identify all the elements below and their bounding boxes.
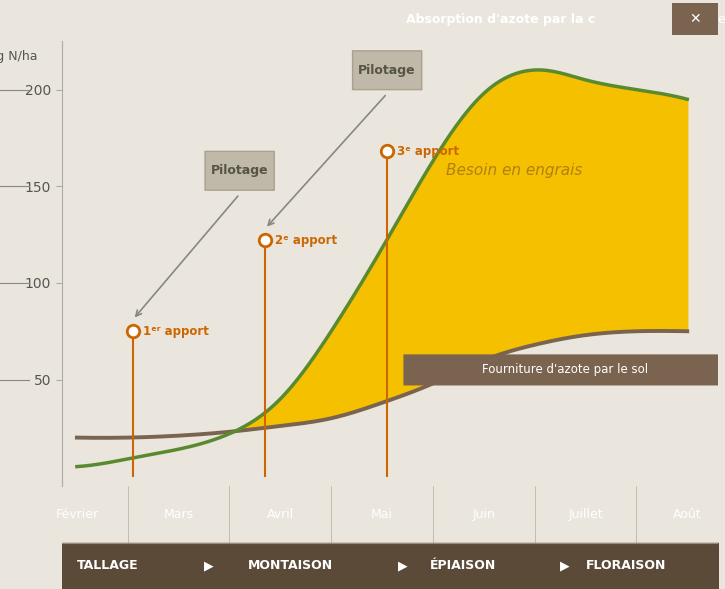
Text: 2ᵉ apport: 2ᵉ apport — [276, 234, 337, 247]
Text: ▶: ▶ — [204, 560, 214, 573]
Text: FLORAISON: FLORAISON — [586, 560, 666, 573]
Text: Fourniture d'azote par le sol: Fourniture d'azote par le sol — [482, 363, 648, 376]
Text: ✕: ✕ — [689, 12, 700, 26]
Text: e: e — [718, 12, 725, 26]
Text: Avril: Avril — [267, 508, 294, 521]
Text: Août: Août — [673, 508, 702, 521]
Text: 3ᵉ apport: 3ᵉ apport — [397, 145, 460, 158]
Text: Pilotage: Pilotage — [358, 64, 416, 77]
Text: TALLAGE: TALLAGE — [77, 560, 138, 573]
Text: kg N/ha: kg N/ha — [0, 50, 38, 63]
Text: ▶: ▶ — [397, 560, 407, 573]
Text: Mai: Mai — [371, 508, 393, 521]
FancyBboxPatch shape — [352, 51, 422, 90]
Text: Besoin en engrais: Besoin en engrais — [446, 163, 582, 178]
Text: Février: Février — [55, 508, 99, 521]
FancyBboxPatch shape — [672, 4, 718, 35]
FancyBboxPatch shape — [205, 151, 274, 190]
Text: Juillet: Juillet — [568, 508, 602, 521]
Text: Juin: Juin — [473, 508, 495, 521]
Text: Absorption d'azote par la c: Absorption d'azote par la c — [406, 12, 595, 26]
Text: Pilotage: Pilotage — [211, 164, 268, 177]
Text: ÉPIAISON: ÉPIAISON — [431, 560, 497, 573]
Text: MONTAISON: MONTAISON — [248, 560, 333, 573]
Text: Mars: Mars — [164, 508, 194, 521]
FancyBboxPatch shape — [403, 355, 725, 385]
Text: 1ᵉʳ apport: 1ᵉʳ apport — [143, 325, 209, 337]
Text: ▶: ▶ — [560, 560, 570, 573]
